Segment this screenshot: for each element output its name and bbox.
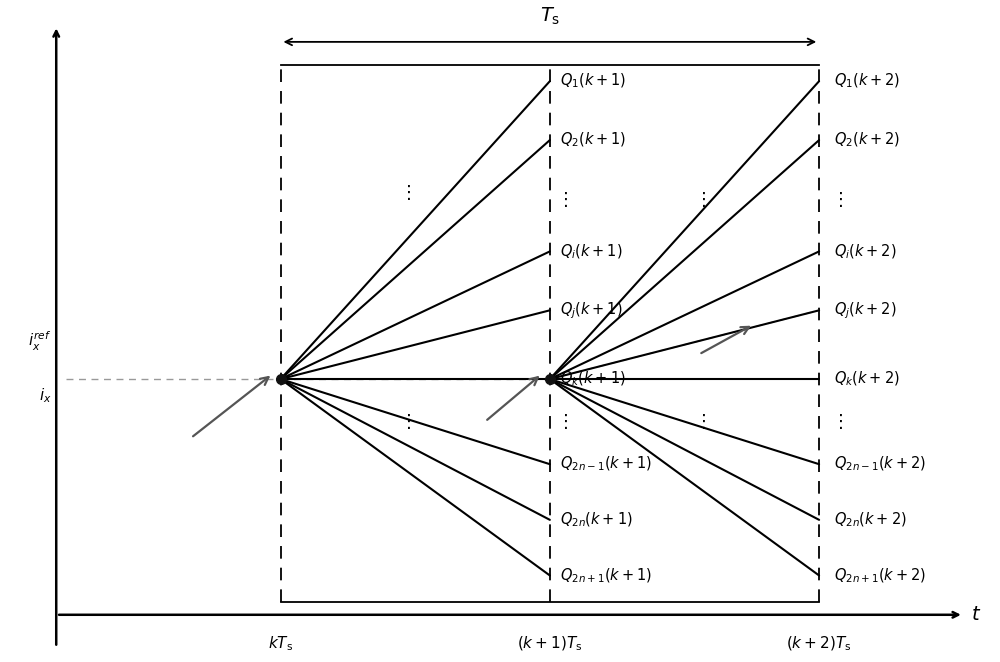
Text: $\vdots$: $\vdots$ (831, 189, 843, 209)
Text: $i_x$: $i_x$ (39, 386, 51, 404)
Text: $\vdots$: $\vdots$ (694, 189, 706, 209)
Text: $Q_{2n}(k+1)$: $Q_{2n}(k+1)$ (560, 510, 633, 529)
Text: $Q_{2n-1}(k+1)$: $Q_{2n-1}(k+1)$ (560, 455, 652, 473)
Text: $Q_{2n+1}(k+1)$: $Q_{2n+1}(k+1)$ (560, 566, 652, 585)
Text: $t$: $t$ (971, 605, 981, 624)
Text: $T_{\rm s}$: $T_{\rm s}$ (540, 6, 560, 28)
Text: $Q_1(k+1)$: $Q_1(k+1)$ (560, 72, 626, 90)
Text: $Q_i(k+2)$: $Q_i(k+2)$ (834, 242, 897, 261)
Text: $Q_j(k+1)$: $Q_j(k+1)$ (560, 300, 622, 320)
Text: $Q_{2n+1}(k+2)$: $Q_{2n+1}(k+2)$ (834, 566, 926, 585)
Text: $Q_{2n-1}(k+2)$: $Q_{2n-1}(k+2)$ (834, 455, 926, 473)
Text: $\vdots$: $\vdots$ (556, 189, 568, 209)
Text: $Q_{2n}(k+2)$: $Q_{2n}(k+2)$ (834, 510, 907, 529)
Text: $Q_k(k+2)$: $Q_k(k+2)$ (834, 370, 900, 389)
Text: $\vdots$: $\vdots$ (831, 412, 843, 431)
Text: $Q_2(k+1)$: $Q_2(k+1)$ (560, 131, 626, 150)
Text: $\vdots$: $\vdots$ (399, 412, 411, 431)
Text: $Q_j(k+2)$: $Q_j(k+2)$ (834, 300, 897, 320)
Text: $i_x^{ref}$: $i_x^{ref}$ (28, 330, 51, 353)
Text: $Q_1(k+2)$: $Q_1(k+2)$ (834, 72, 900, 90)
Text: $Q_k(k+1)$: $Q_k(k+1)$ (560, 370, 626, 389)
Text: $\vdots$: $\vdots$ (694, 412, 706, 431)
Text: $Q_i(k+1)$: $Q_i(k+1)$ (560, 242, 622, 261)
Text: $\vdots$: $\vdots$ (556, 412, 568, 431)
Text: $Q_2(k+2)$: $Q_2(k+2)$ (834, 131, 900, 150)
Text: $(k+1)T_{\rm s}$: $(k+1)T_{\rm s}$ (517, 634, 583, 653)
Text: $\vdots$: $\vdots$ (399, 183, 411, 202)
Text: $(k+2)T_{\rm s}$: $(k+2)T_{\rm s}$ (786, 634, 852, 653)
Text: $kT_{\rm s}$: $kT_{\rm s}$ (268, 634, 293, 653)
